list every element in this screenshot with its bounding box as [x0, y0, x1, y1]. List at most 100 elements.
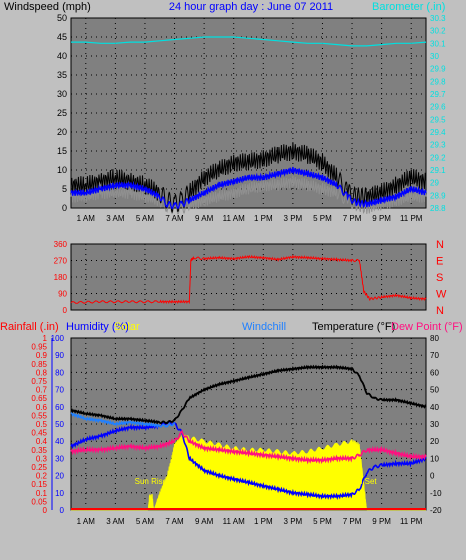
time-tick-label: 5 AM [136, 214, 155, 223]
windspeed-tick-label: 15 [57, 146, 67, 156]
humidity-tick-label: 20 [55, 472, 64, 481]
temperature-tick-label: 20 [430, 437, 439, 446]
direction-compass-tick-label: N [436, 239, 444, 251]
time-tick-label: 1 PM [254, 214, 273, 223]
rainfall-tick-label: 0.55 [31, 411, 47, 420]
direction-degree-tick-label: 0 [63, 306, 68, 315]
time-tick-label: 7 AM [165, 517, 184, 526]
chart-title: 24 hour graph day : June 07 2011 [169, 1, 333, 13]
windspeed-tick-label: 30 [57, 89, 67, 99]
windspeed-tick-label: 20 [57, 127, 67, 137]
temperature-series-group [70, 364, 427, 511]
temperature-time-tick-labels: 1 AM 3 AM 5 AM 7 AM 9 AM 11 AM 1 PM 3 PM 5 PM 7 P… [77, 517, 423, 526]
humidity-tick-label: 60 [55, 403, 64, 412]
barometer-tick-label: 30 [430, 52, 439, 61]
barometer-tick-label: 28.9 [430, 191, 446, 200]
time-tick-label: 5 PM [313, 214, 332, 223]
rainfall-tick-label: 0.95 [31, 343, 47, 352]
barometer-tick-label: 29.6 [430, 103, 446, 112]
time-tick-label: 9 PM [372, 517, 391, 526]
barometer-tick-labels: 28.8 28.9 29 29.1 29.2 29.3 29.4 29.5 29.6 29.7 29… [430, 14, 446, 213]
humidity-tick-labels: 0 10 20 30 40 50 60 70 80 90 100 [51, 334, 65, 515]
temperature-tick-label: 0 [430, 472, 435, 481]
wind-average-line [70, 166, 427, 210]
temperature-tick-label: 10 [430, 454, 439, 463]
rainfall-tick-label: 0.7 [36, 386, 48, 395]
rainfall-tick-label: 0.25 [31, 463, 47, 472]
windspeed-tick-label: 0 [62, 203, 67, 213]
time-tick-label: 3 AM [106, 517, 125, 526]
rainfall-tick-label: 0.6 [36, 403, 48, 412]
sun-event-label: Sun Rise [135, 477, 168, 486]
windspeed-tick-label: 45 [57, 32, 67, 42]
direction-degree-tick-labels: 0 90 180 270 360 [54, 240, 68, 315]
temperature-line [70, 364, 427, 425]
wind-grid [71, 18, 426, 208]
humidity-tick-label: 70 [55, 386, 64, 395]
windspeed-tick-labels: 0 5 10 15 20 25 30 35 40 45 50 [57, 13, 67, 213]
time-tick-label: 3 AM [106, 214, 125, 223]
solar-area [71, 434, 426, 511]
temperature-tick-labels: -20 -10 0 10 20 30 40 50 60 70 80 [430, 334, 442, 515]
windspeed-tick-label: 10 [57, 165, 67, 175]
temperature-tick-label: -20 [430, 506, 442, 515]
solar-axis-title: Solar [114, 321, 140, 333]
barometer-tick-label: 30.2 [430, 27, 446, 36]
temperature-tick-label: 60 [430, 368, 439, 377]
rainfall-tick-label: 0.65 [31, 394, 47, 403]
wind-series-group [70, 36, 427, 215]
rainfall-tick-label: 0.35 [31, 446, 47, 455]
windspeed-tick-label: 35 [57, 70, 67, 80]
time-tick-label: 11 AM [223, 214, 245, 223]
time-tick-label: 5 PM [313, 517, 332, 526]
temperature-tick-label: -10 [430, 489, 442, 498]
rainfall-tick-label: 0 [43, 506, 48, 515]
windspeed-axis-title: Windspeed (mph) [4, 1, 91, 13]
time-tick-label: 7 PM [343, 214, 362, 223]
dewpoint-line [70, 429, 427, 465]
barometer-line [71, 36, 427, 47]
humidity-tick-label: 80 [55, 368, 64, 377]
dewpoint-axis-title: Dew Point (°F) [391, 321, 463, 333]
rainfall-tick-label: 0.4 [36, 437, 48, 446]
wind-minimum-line [70, 175, 427, 215]
time-tick-label: 11 PM [400, 214, 423, 223]
rainfall-tick-labels: 00.050.10.150.20.250.30.350.40.450.50.55… [31, 334, 47, 515]
windspeed-tick-label: 40 [57, 51, 67, 61]
barometer-tick-label: 29.4 [430, 128, 446, 137]
rainfall-axis-title: Rainfall (.in) [0, 321, 59, 333]
windspeed-tick-label: 50 [57, 13, 67, 23]
rainfall-tick-label: 0.5 [36, 420, 48, 429]
barometer-tick-label: 29.1 [430, 166, 446, 175]
temperature-humidity-panel: Rainfall (.in) Humidity (%) Solar Windch… [0, 321, 463, 526]
temperature-tick-label: 50 [430, 386, 439, 395]
time-tick-label: 1 PM [254, 517, 273, 526]
rainfall-tick-label: 0.15 [31, 480, 47, 489]
barometer-axis-title: Barometer (.in) [372, 1, 445, 13]
rainfall-tick-label: 1 [43, 334, 48, 343]
direction-plot-area [70, 243, 427, 311]
humidity-tick-label: 0 [60, 506, 65, 515]
direction-compass-tick-label: S [436, 272, 443, 284]
rainfall-tick-label: 0.3 [36, 454, 48, 463]
direction-degree-tick-label: 180 [54, 273, 68, 282]
humidity-tick-label: 90 [55, 351, 64, 360]
wind-direction-line [70, 254, 427, 305]
direction-series-group [70, 254, 427, 305]
barometer-tick-label: 29.5 [430, 115, 446, 124]
time-tick-label: 3 PM [284, 517, 303, 526]
sun-event-label: Sun Set [348, 477, 377, 486]
rainfall-tick-label: 0.8 [36, 368, 48, 377]
windspeed-tick-label: 25 [57, 108, 67, 118]
barometer-tick-label: 29 [430, 179, 439, 188]
humidity-tick-label: 100 [51, 334, 65, 343]
barometer-tick-label: 28.8 [430, 204, 446, 213]
humidity-tick-label: 50 [55, 420, 64, 429]
barometer-tick-label: 30.3 [430, 14, 446, 23]
temperature-axis-title: Temperature (°F) [312, 321, 395, 333]
barometer-tick-label: 29.3 [430, 141, 446, 150]
sun-annotations: Sun Rise Sun Set [135, 477, 378, 486]
